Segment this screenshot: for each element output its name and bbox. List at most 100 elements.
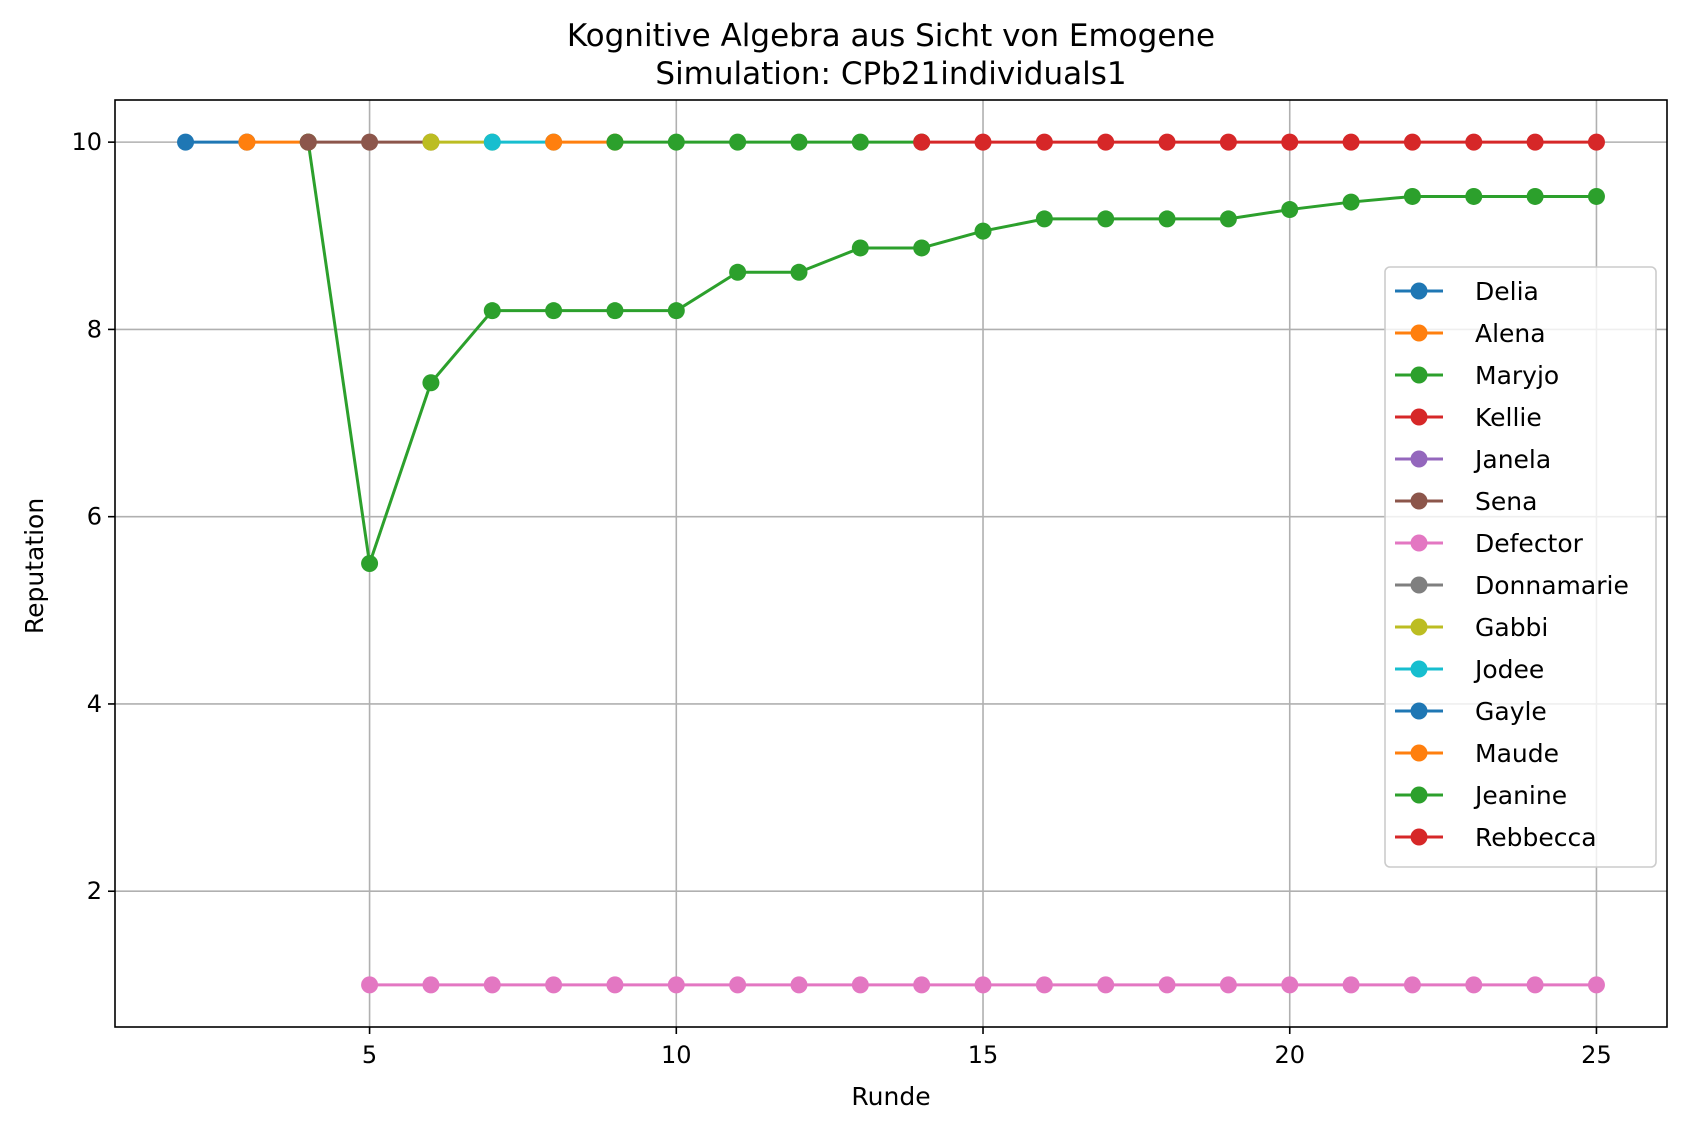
legend: Delia Alena Maryjo Kellie Janela Sena Defector… [1384,266,1657,868]
legend-marker [1410,786,1428,804]
data-point [1342,976,1360,994]
series-rebbecca [913,133,1605,151]
data-point [729,976,747,994]
y-tick-label: 6 [87,503,102,531]
data-point [1342,133,1360,151]
x-tick-label: 20 [1274,1041,1305,1069]
data-point [1219,133,1237,151]
series-defector [361,976,1605,994]
legend-marker [1410,324,1428,342]
data-point [1465,187,1483,205]
legend-item: Maryjo [1395,361,1559,390]
data-point [1281,976,1299,994]
series-line [306,141,1597,565]
data-point [1097,976,1115,994]
data-point [1158,976,1176,994]
data-point [790,133,808,151]
legend-marker [1410,576,1428,594]
data-point [1097,133,1115,151]
legend-item: Rebbecca [1395,823,1597,852]
legend-item: Jeanine [1395,781,1567,810]
data-point [1587,976,1605,994]
data-point [483,976,501,994]
data-point [1465,976,1483,994]
data-point [422,374,440,392]
y-tick-label: 10 [71,128,102,156]
y-tick-label: 8 [87,315,102,343]
legend-item: Gabbi [1395,613,1548,642]
chart-title: Kognitive Algebra aus Sicht von Emogene [567,18,1215,54]
data-point [851,976,869,994]
data-point [913,239,931,257]
data-point [1526,133,1544,151]
data-point [1158,210,1176,228]
data-point [1403,187,1421,205]
data-point [606,302,624,320]
legend-frame [1384,266,1657,868]
legend-label: Donnamarie [1475,571,1629,600]
data-point [545,133,563,151]
data-point [1281,201,1299,219]
data-point [361,555,379,572]
data-point [361,976,379,994]
legend-item: Sena [1395,487,1537,516]
legend-marker [1410,828,1428,846]
legend-label: Maryjo [1475,361,1559,390]
data-point [1465,133,1483,151]
data-point [483,302,501,320]
legend-item: Defector [1395,529,1584,558]
data-point [667,302,685,320]
data-point [667,133,685,151]
data-point [1587,133,1605,151]
legend-marker [1410,618,1428,636]
data-point [1035,133,1053,151]
legend-label: Kellie [1475,403,1542,432]
data-point [790,263,808,281]
legend-label: Defector [1475,529,1584,558]
data-point [606,133,624,151]
legend-label: Sena [1475,487,1537,516]
data-point [1281,133,1299,151]
data-point [667,976,685,994]
legend-item: Jodee [1395,655,1544,684]
legend-marker [1410,450,1428,468]
data-point [1526,187,1544,205]
x-tick-label: 10 [661,1041,692,1069]
series-group [177,133,1605,994]
chart-subtitle: Simulation: CPb21individuals1 [655,56,1126,92]
plot-area-frame [114,99,1668,1028]
data-point [790,976,808,994]
data-point [729,263,747,281]
data-point [1035,976,1053,994]
data-point [1158,133,1176,151]
data-point [1219,210,1237,228]
legend-marker [1410,744,1428,762]
data-point [238,133,256,151]
legend-marker [1410,282,1428,300]
legend-item: Kellie [1395,403,1542,432]
legend-marker [1410,702,1428,720]
data-point [913,133,931,151]
data-point [1403,133,1421,151]
data-point [299,133,317,151]
legend-label: Jeanine [1473,781,1567,810]
data-point [606,976,624,994]
legend-label: Gayle [1475,697,1547,726]
legend-item: Delia [1395,277,1539,306]
data-point [1526,976,1544,994]
legend-item: Alena [1395,319,1546,348]
y-axis-label: Reputation [20,498,49,634]
data-point [1342,193,1360,211]
data-point [545,976,563,994]
y-tick-label: 4 [87,690,102,718]
data-point [483,133,501,151]
series-maryjo [299,133,1605,572]
legend-marker [1410,534,1428,552]
data-point [974,133,992,151]
data-point [177,133,195,151]
x-tick-label: 5 [362,1041,377,1069]
data-point [1587,187,1605,205]
data-point [729,133,747,151]
